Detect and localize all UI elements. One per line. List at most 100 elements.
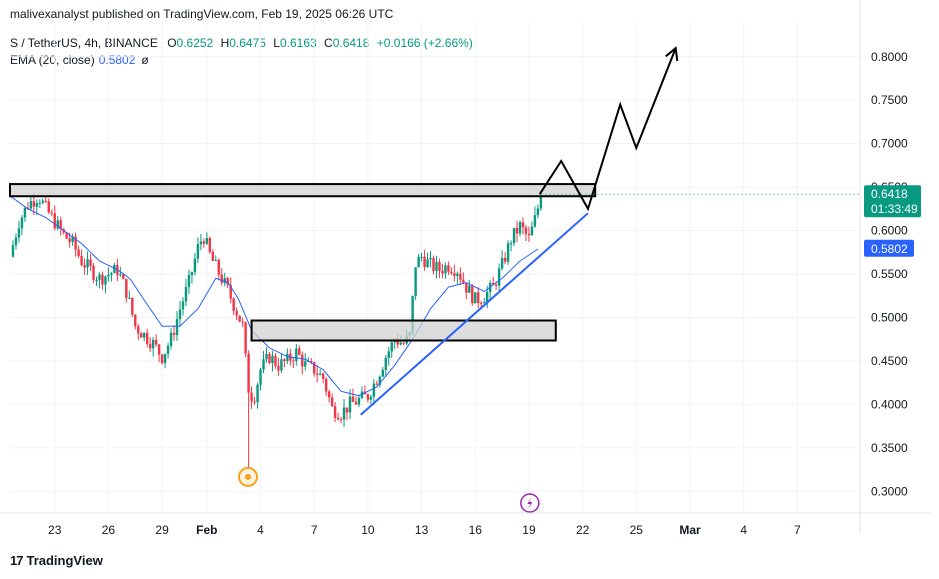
- candle-body: [145, 332, 149, 344]
- candle-body: [80, 255, 83, 266]
- candle-body: [465, 282, 468, 293]
- candle-body: [369, 396, 373, 400]
- candle-body: [441, 271, 444, 274]
- candle-body: [89, 259, 92, 266]
- candle-body: [515, 227, 519, 234]
- candle-body: [348, 396, 352, 413]
- candle-body: [77, 249, 80, 256]
- high-key: H: [220, 36, 230, 50]
- candle-body: [491, 282, 495, 285]
- candle-body: [193, 258, 197, 273]
- candle-body: [307, 361, 310, 363]
- candle-body: [423, 256, 426, 268]
- candle-body: [274, 355, 277, 366]
- candle-body: [411, 296, 414, 333]
- candle-body: [56, 220, 59, 229]
- candle-body: [292, 360, 295, 362]
- price-tick-label: 0.7000: [871, 137, 908, 151]
- candle-body: [95, 279, 98, 281]
- candle-body: [438, 261, 441, 272]
- candle-body: [459, 273, 462, 280]
- candle-body: [214, 259, 217, 261]
- tradingview-logo[interactable]: 17 TradingView: [10, 553, 103, 568]
- candle-body: [113, 264, 116, 274]
- candle-body: [277, 365, 280, 371]
- candle-body: [140, 333, 143, 338]
- candle-body: [181, 301, 185, 310]
- ema-line: [9, 195, 539, 397]
- candle-body: [477, 292, 480, 303]
- high-value: 0.6475: [229, 36, 266, 50]
- candle-body: [509, 243, 513, 245]
- price-badge: [864, 185, 921, 218]
- projection-arrowhead: [665, 46, 679, 62]
- candle-body: [128, 297, 131, 299]
- candle-body: [262, 359, 265, 370]
- hide-indicator-icon[interactable]: ø: [141, 53, 149, 67]
- candle-body: [137, 326, 140, 334]
- candle-body: [178, 309, 182, 319]
- ema-badge-value: 0.5802: [871, 242, 908, 256]
- candle-body: [101, 274, 104, 285]
- candle-body: [474, 292, 477, 304]
- candle-body: [223, 278, 226, 283]
- candle-body: [351, 396, 355, 402]
- candle-body: [539, 196, 543, 209]
- low-marker-dot: [245, 473, 251, 480]
- candle-body: [265, 353, 268, 360]
- candle-body: [44, 200, 47, 202]
- candle-body: [268, 353, 271, 364]
- candle-body: [104, 276, 107, 285]
- candle-body: [512, 227, 516, 244]
- close-value: 0.6418: [332, 36, 370, 50]
- time-tick-label: 25: [630, 523, 644, 537]
- candle-body: [414, 267, 417, 297]
- candle-body: [83, 265, 86, 268]
- candle-body: [521, 222, 525, 228]
- drawings-layer: [238, 46, 860, 513]
- candle-body: [280, 359, 283, 371]
- candle-body: [151, 339, 155, 349]
- time-tick-label: 16: [469, 523, 483, 537]
- candle-body: [47, 201, 50, 213]
- time-tick-label: 7: [311, 523, 318, 537]
- candle-body: [169, 332, 173, 346]
- candle-body: [259, 369, 262, 385]
- candle-body: [318, 373, 322, 375]
- ohlc-row: S / TetherUS, 4h, BINANCE O0.6252 H0.647…: [10, 35, 477, 52]
- price-tick-label: 0.8000: [871, 50, 908, 64]
- candle-body: [456, 273, 459, 276]
- candle-body: [166, 345, 170, 354]
- candle-body: [503, 258, 507, 262]
- candle-body: [396, 339, 399, 345]
- candle-body: [53, 213, 56, 229]
- candle-body: [298, 348, 301, 355]
- candle-body: [134, 314, 137, 327]
- price-tick-label: 0.4500: [871, 354, 908, 368]
- symbol-label[interactable]: S / TetherUS, 4h, BINANCE: [10, 36, 158, 50]
- candle-body: [402, 342, 405, 344]
- candle-body: [313, 362, 316, 374]
- candle-body: [468, 285, 471, 293]
- ema-badge: [864, 239, 914, 257]
- candle-body: [175, 318, 179, 335]
- candle-body: [157, 344, 161, 355]
- candle-body: [384, 357, 387, 370]
- candle-body: [524, 227, 528, 234]
- candle-body: [50, 212, 53, 214]
- price-tick-label: 0.5500: [871, 267, 908, 281]
- candle-body: [190, 272, 194, 276]
- resistance-zone: [9, 183, 597, 198]
- candle-body: [304, 361, 307, 367]
- candle-body: [256, 384, 259, 403]
- candle-body: [480, 302, 483, 304]
- candle-body: [119, 274, 122, 276]
- candle-body: [435, 261, 438, 272]
- candle-body: [429, 258, 432, 260]
- open-value: 0.6252: [176, 36, 214, 50]
- candle-body: [333, 406, 337, 418]
- candles-layer: [11, 192, 543, 470]
- candle-body: [336, 417, 340, 420]
- candle-body: [453, 273, 456, 276]
